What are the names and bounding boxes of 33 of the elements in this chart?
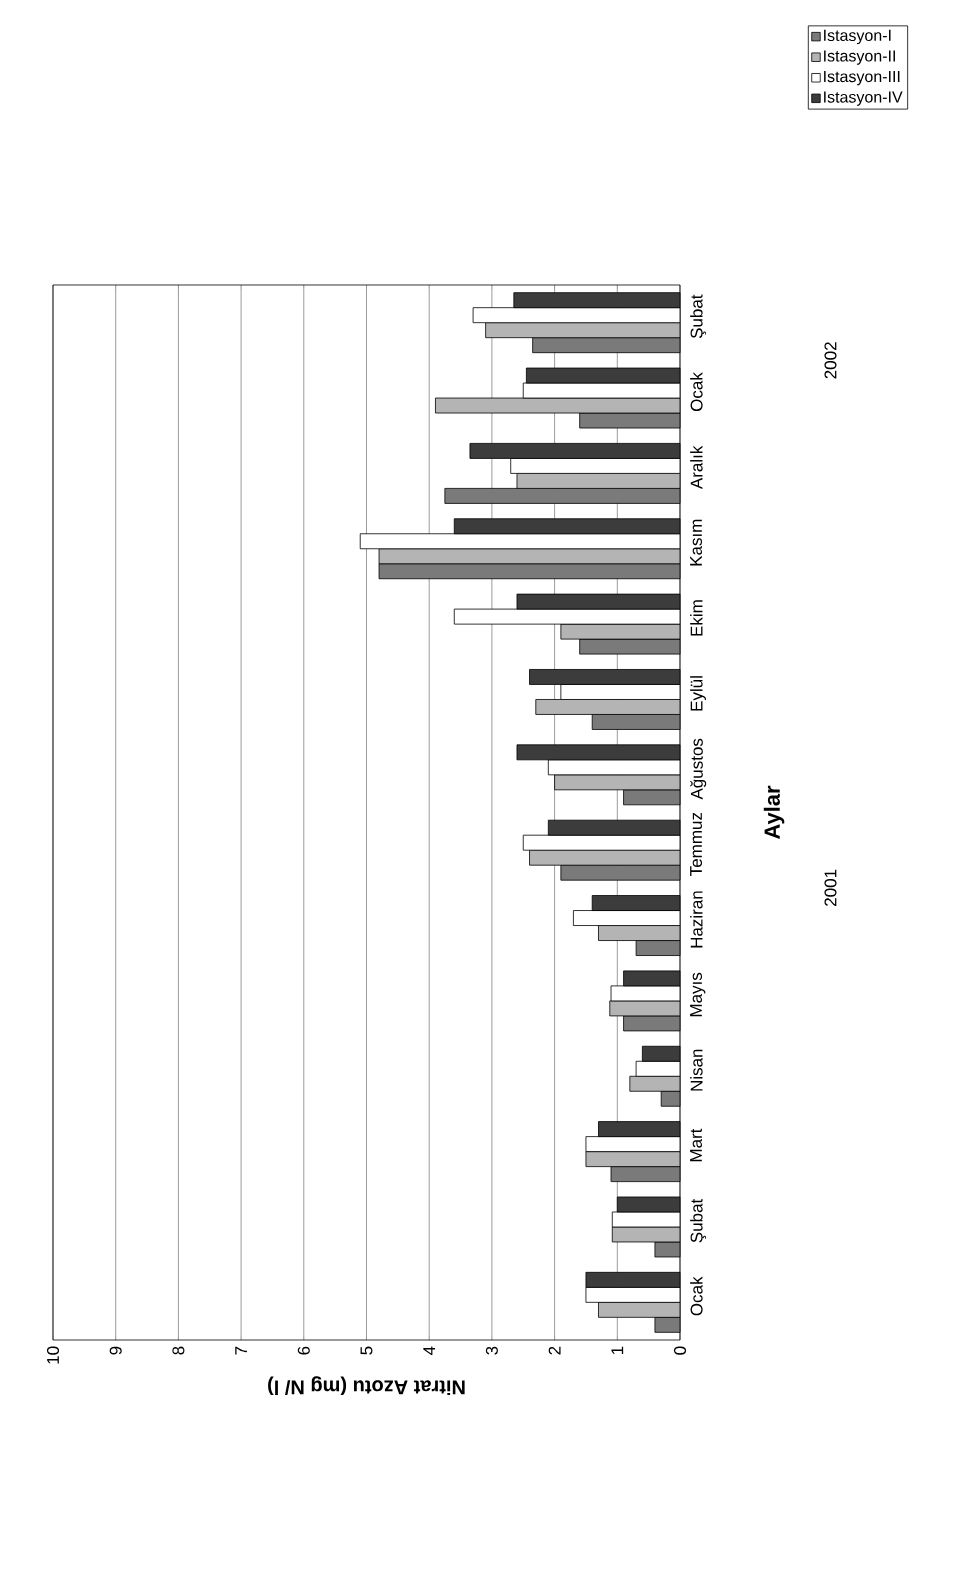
y-tick-label: Ekim [690, 600, 703, 636]
x-tick-label: 2 [548, 1346, 561, 1355]
x-tick-label: 1 [611, 1346, 624, 1355]
y-tick-label: Eylül [690, 676, 706, 711]
x-tick-label: 8 [172, 1346, 185, 1355]
y-tick-label: Ocak [690, 372, 703, 412]
x-tick-label: 9 [109, 1346, 122, 1355]
y-tick-label: Aralık [690, 445, 703, 490]
text: 2001 [824, 869, 837, 906]
y-axis-title: Aylar [763, 785, 785, 840]
x-tick-label: 3 [485, 1346, 498, 1355]
y-tick-label: Şubat [690, 294, 707, 339]
x-tick-label: 5 [360, 1346, 373, 1355]
y-tick-label: Şubat [690, 1198, 707, 1243]
x-tick-label: 7 [235, 1346, 247, 1355]
y-tick-label: Mart [690, 1128, 702, 1162]
legend-label: Istasyon-I [824, 29, 891, 45]
x-tick-label: 0 [673, 1346, 687, 1355]
y-tick-label: Ocak [690, 1276, 703, 1316]
y-tick-label: Mayıs [690, 972, 706, 1017]
legend-label: Istasyon-IV [824, 91, 903, 106]
y-tick-label: Nisan [690, 1049, 703, 1091]
y-tick-label: Kasım [690, 519, 702, 566]
x-tick-label: 4 [423, 1346, 436, 1355]
legend-label: Istasyon-III [824, 70, 900, 86]
legend-label: Istasyon-II [824, 50, 895, 65]
text: 2002 [824, 342, 837, 379]
x-tick-label: 10 [46, 1346, 60, 1364]
y-tick-label: Ağustos [690, 738, 707, 800]
y-tick-label: Haziran [690, 891, 703, 948]
x-tick-label: 6 [297, 1346, 310, 1355]
y-tick-label: Temmuz [690, 812, 702, 876]
x-axis-title: Nitrat Azotu (mg N/ l) [268, 1376, 465, 1396]
